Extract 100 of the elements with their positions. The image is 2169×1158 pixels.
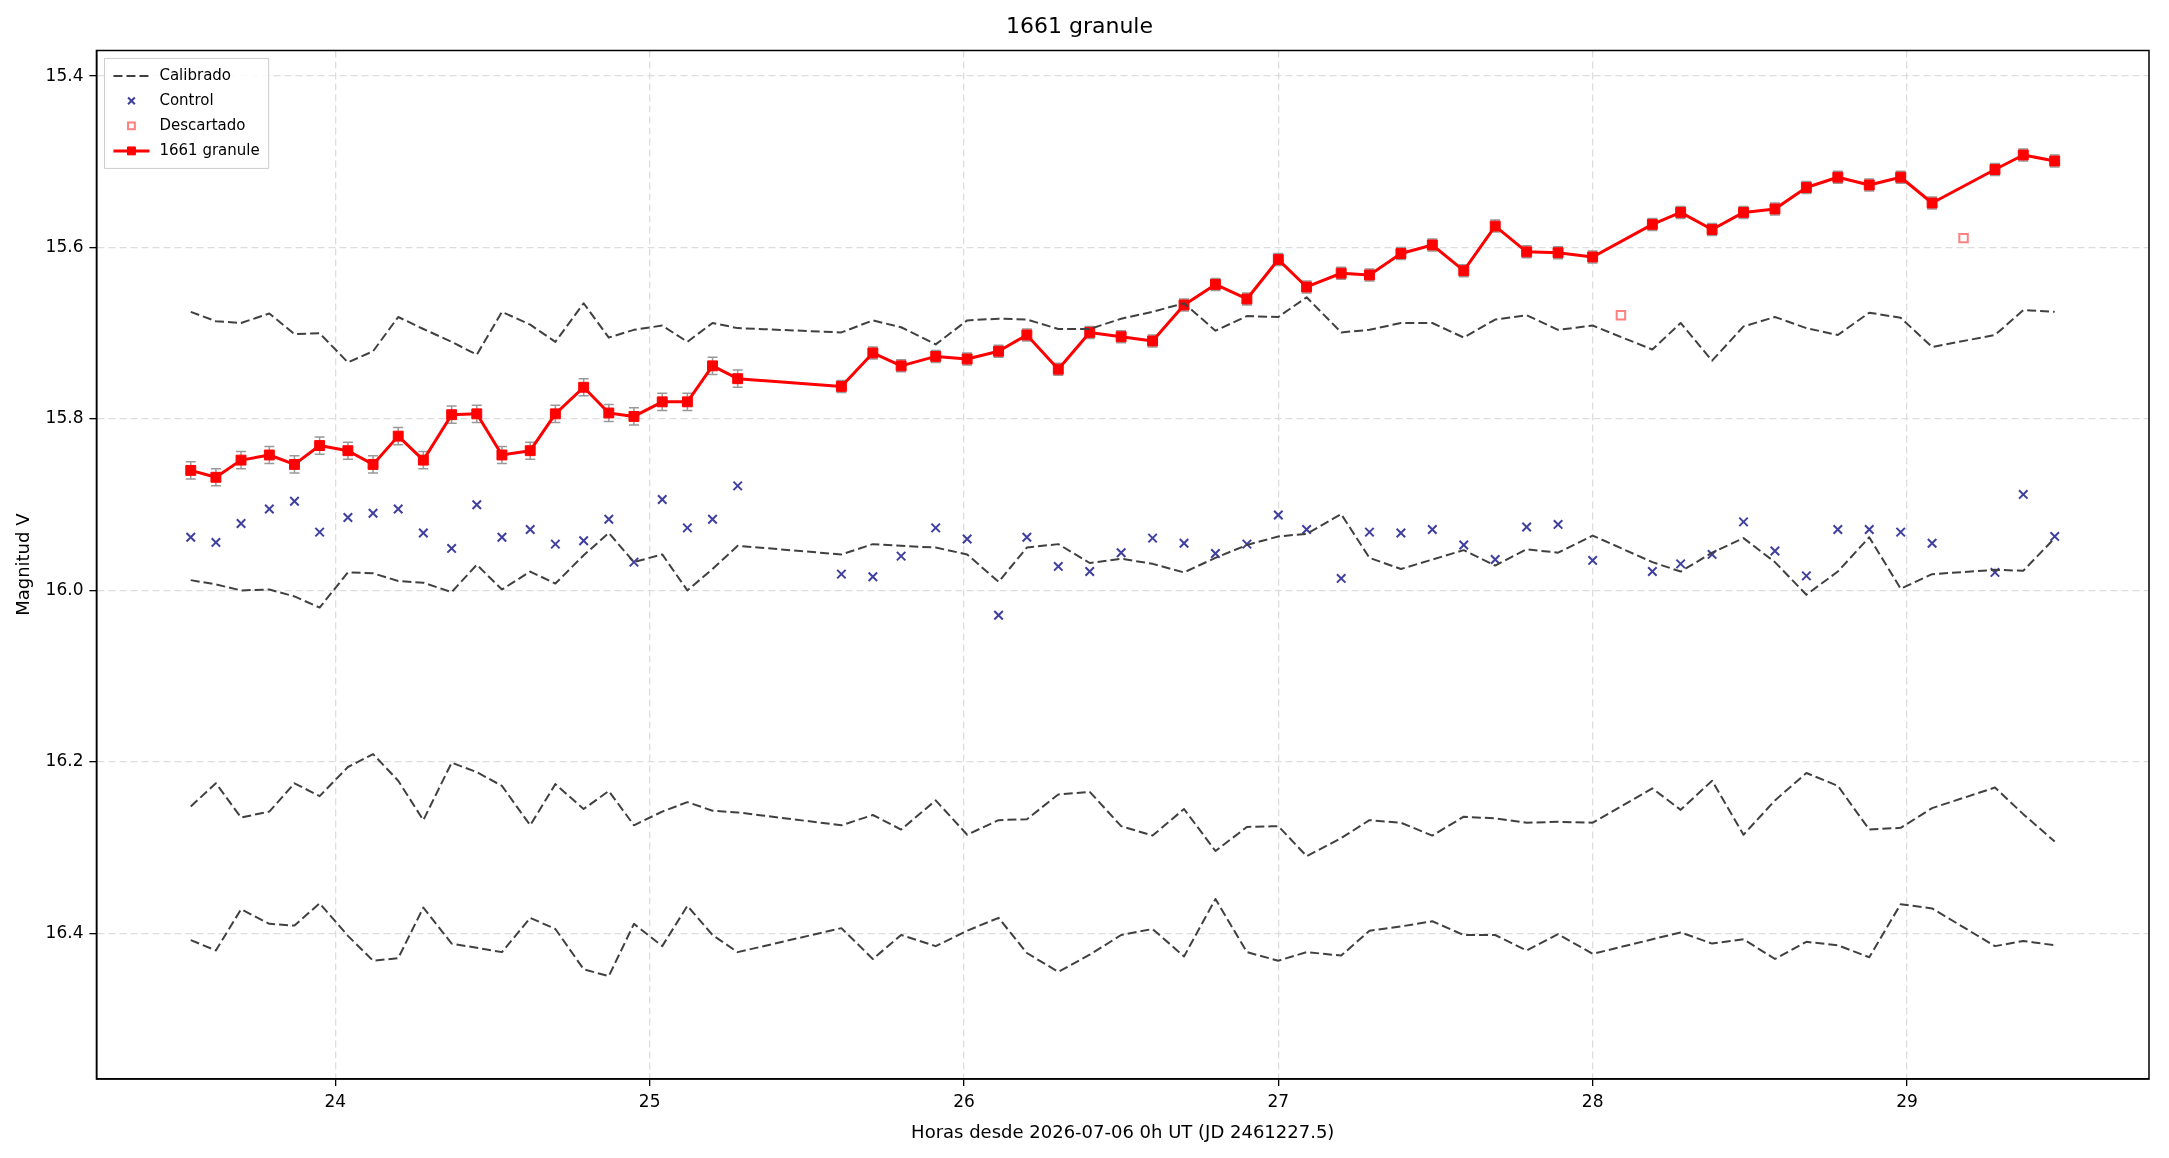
point [1615, 310, 1627, 321]
point [1210, 548, 1221, 559]
point [656, 396, 668, 408]
y-tick-label: 15.4 [45, 64, 84, 85]
point [367, 458, 379, 470]
point [1335, 573, 1347, 584]
point [603, 407, 615, 419]
point [1989, 567, 2001, 578]
point [930, 522, 941, 534]
point [993, 610, 1004, 621]
point [603, 514, 615, 525]
point [1738, 516, 1749, 528]
point [1647, 566, 1658, 577]
point [185, 532, 196, 543]
point [1395, 527, 1407, 539]
y-tick-label: 15.6 [45, 235, 84, 256]
y-tick-label: 15.8 [45, 407, 84, 428]
y-axis-title: Magnitud V [12, 512, 34, 616]
point [471, 408, 483, 420]
point [550, 538, 561, 550]
point [628, 410, 640, 422]
y-tick-label: 16.0 [45, 578, 84, 599]
x-tick-label: 29 [1896, 1090, 1918, 1111]
point [657, 494, 668, 505]
point [289, 458, 300, 470]
point [578, 381, 590, 393]
x-tick-label: 25 [638, 1090, 661, 1111]
point [1115, 547, 1127, 558]
point [1458, 539, 1470, 551]
point [235, 454, 247, 466]
point [1489, 554, 1501, 565]
point [1552, 519, 1564, 530]
point [628, 556, 640, 568]
line-series [189, 898, 2056, 978]
legend-label: Calibrado [159, 65, 232, 84]
point [342, 445, 354, 457]
point [732, 373, 744, 385]
point [1301, 524, 1312, 535]
point [417, 454, 429, 466]
point [549, 408, 561, 420]
point [496, 449, 508, 461]
point [2018, 489, 2029, 500]
point [471, 499, 483, 510]
point [1769, 545, 1781, 557]
point [681, 396, 693, 408]
legend-label: 1661 granule [159, 140, 260, 159]
point [418, 527, 429, 539]
point [1832, 524, 1844, 535]
point [1587, 555, 1598, 566]
point [524, 445, 536, 457]
point [446, 409, 458, 421]
point [1241, 538, 1253, 550]
y-tick-label: 16.2 [45, 750, 84, 771]
point [392, 503, 404, 515]
x-tick-label: 26 [953, 1090, 975, 1111]
point [210, 471, 222, 483]
point [1147, 532, 1158, 544]
point [1084, 566, 1095, 577]
point [1273, 509, 1284, 521]
legend-label: Descartado [159, 115, 246, 134]
point [961, 533, 973, 545]
point [867, 571, 879, 582]
point [707, 514, 718, 525]
point [836, 568, 847, 580]
point [1675, 558, 1686, 570]
point [210, 537, 222, 548]
point [289, 496, 300, 507]
point [2049, 531, 2060, 542]
point [1801, 570, 1812, 582]
point [496, 532, 508, 543]
point [1895, 526, 1906, 538]
x-axis-title: Horas desde 2026-07-06 0h UT (JD 2461227.5) [911, 1120, 1335, 1142]
x-tick-label: 24 [324, 1090, 347, 1111]
point [707, 360, 718, 372]
point [1021, 532, 1033, 543]
line-series [189, 513, 2056, 609]
point [392, 430, 404, 442]
point [235, 518, 247, 529]
point [314, 526, 325, 538]
point [682, 522, 693, 534]
point [895, 550, 907, 562]
point [1958, 232, 1969, 244]
point [1053, 561, 1064, 572]
point [185, 464, 197, 476]
point [1364, 526, 1375, 538]
point [1178, 538, 1190, 549]
legend-label: Control [159, 90, 214, 109]
point [524, 524, 536, 535]
point [446, 543, 457, 554]
point [578, 535, 589, 546]
line-series [189, 753, 2056, 858]
point [263, 449, 275, 461]
point [1427, 524, 1438, 535]
point [314, 440, 326, 451]
point [264, 503, 275, 515]
x-tick-label: 28 [1581, 1090, 1604, 1111]
x-tick-label: 27 [1267, 1090, 1290, 1111]
point [1521, 521, 1532, 533]
line-series [189, 296, 2056, 364]
point [1706, 549, 1718, 560]
